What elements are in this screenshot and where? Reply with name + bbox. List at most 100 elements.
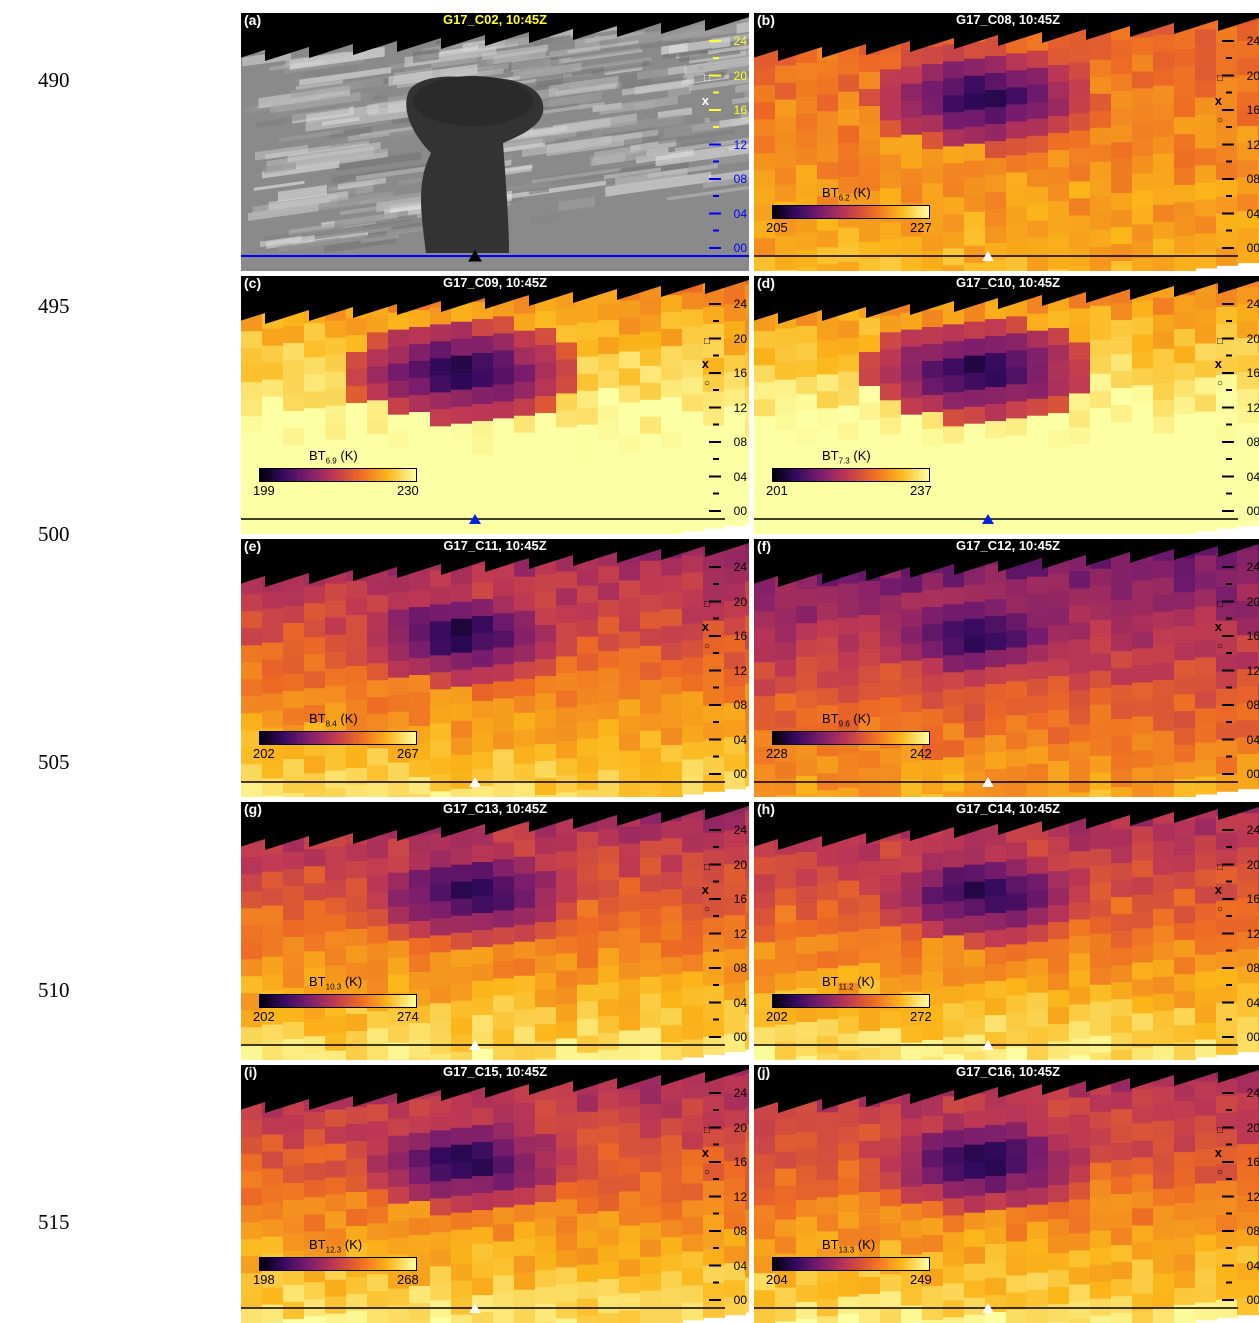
pixel-cell <box>838 1017 860 1035</box>
pixel-cell <box>775 609 797 627</box>
pixel-cell <box>1195 80 1217 98</box>
pixel-cell <box>1048 1007 1070 1025</box>
pixel-cell <box>1069 656 1091 674</box>
pixel-cell <box>964 687 986 705</box>
altitude-label: 08 <box>1247 436 1259 448</box>
pixel-cell <box>1216 833 1238 851</box>
pixel-cell <box>577 1231 599 1249</box>
pixel-cell <box>964 1052 986 1060</box>
pixel-cell <box>796 606 818 624</box>
pixel-cell <box>304 1112 326 1130</box>
pixel-cell <box>1090 459 1112 477</box>
pixel-cell <box>451 475 473 493</box>
panel-image <box>754 1065 1259 1323</box>
pixel-cell <box>535 676 557 694</box>
pixel-cell <box>1132 631 1154 649</box>
pixel-cell <box>985 633 1007 651</box>
pixel-cell <box>943 1113 965 1131</box>
panel-image <box>754 276 1259 534</box>
pixel-cell <box>241 925 263 943</box>
pixel-cell <box>577 323 599 341</box>
pixel-cell <box>964 933 986 951</box>
pixel-cell <box>964 263 986 271</box>
pixel-cell <box>367 748 389 766</box>
pixel-cell <box>304 671 326 689</box>
pixel-cell <box>682 1251 704 1269</box>
pixel-cell <box>859 403 881 421</box>
pixel-cell <box>493 995 515 1013</box>
pixel-cell <box>304 951 326 969</box>
pixel-cell <box>1027 255 1049 271</box>
pixel-cell <box>640 1011 662 1029</box>
pixel-cell <box>1174 1008 1196 1026</box>
pixel-cell <box>661 465 683 483</box>
pixel-cell <box>1111 982 1133 1000</box>
pixel-cell <box>796 920 818 938</box>
altitude-label: 04 <box>1247 734 1259 746</box>
pixel-cell <box>535 1100 557 1118</box>
pixel-cell <box>388 924 410 942</box>
pixel-cell <box>556 1301 578 1319</box>
pixel-cell <box>1111 702 1133 720</box>
pixel-cell <box>703 986 725 1004</box>
colorbar-min: 199 <box>253 483 275 498</box>
pixel-cell <box>388 627 410 645</box>
pixel-cell <box>901 152 923 170</box>
pixel-cell <box>388 593 410 611</box>
pixel-cell <box>1027 764 1049 782</box>
pixel-cell <box>1174 575 1196 593</box>
pixel-cell <box>514 976 536 994</box>
altitude-label: 24 <box>734 35 747 47</box>
pixel-cell <box>283 657 305 675</box>
pixel-cell <box>985 1108 1007 1126</box>
pixel-cell <box>556 393 578 411</box>
altitude-label: 04 <box>734 471 747 483</box>
height-symbol-square: □ <box>1217 862 1223 873</box>
pixel-cell <box>1216 757 1238 775</box>
pixel-cell <box>346 768 368 786</box>
colorbar-gradient <box>259 731 417 745</box>
pixel-cell <box>859 123 881 141</box>
pixel-cell <box>1006 155 1028 173</box>
pixel-cell <box>754 68 776 86</box>
altitude-label: 08 <box>734 1225 747 1237</box>
pixel-cell <box>514 433 536 451</box>
pixel-cell <box>964 178 986 196</box>
pixel-cell <box>409 310 431 328</box>
pixel-cell <box>1132 71 1154 89</box>
pixel-cell <box>1069 1055 1091 1060</box>
pixel-cell <box>1132 334 1154 352</box>
pixel-cell <box>682 1285 704 1303</box>
pixel-cell <box>1153 1045 1175 1060</box>
pixel-cell <box>598 617 620 635</box>
pixel-cell <box>796 360 818 378</box>
pixel-cell <box>682 606 704 624</box>
pixel-cell <box>640 1045 662 1060</box>
pixel-cell <box>367 451 389 469</box>
pixel-cell <box>514 577 536 595</box>
pixel-cell <box>325 788 347 797</box>
pixel-cell <box>1132 190 1154 208</box>
pixel-cell <box>556 571 578 589</box>
pixel-cell <box>619 877 641 895</box>
pixel-cell <box>1132 402 1154 420</box>
pixel-cell <box>682 818 704 836</box>
pixel-cell <box>1006 613 1028 631</box>
pixel-cell <box>493 732 515 750</box>
pixel-cell <box>346 488 368 506</box>
pixel-cell <box>640 926 662 944</box>
pixel-cell <box>1090 527 1112 534</box>
pixel-cell <box>598 863 620 881</box>
pixel-cell <box>682 479 704 497</box>
pixel-cell <box>1174 838 1196 856</box>
colorbar-min: 202 <box>766 1009 788 1024</box>
pixel-cell <box>901 873 923 891</box>
pixel-cell <box>1048 328 1070 346</box>
pixel-cell <box>796 411 818 429</box>
pixel-cell <box>1069 673 1091 691</box>
pixel-cell <box>472 1176 494 1194</box>
pixel-cell <box>1132 648 1154 666</box>
pixel-cell <box>1111 303 1133 321</box>
altitude-label: 08 <box>734 699 747 711</box>
pixel-cell <box>577 705 599 723</box>
